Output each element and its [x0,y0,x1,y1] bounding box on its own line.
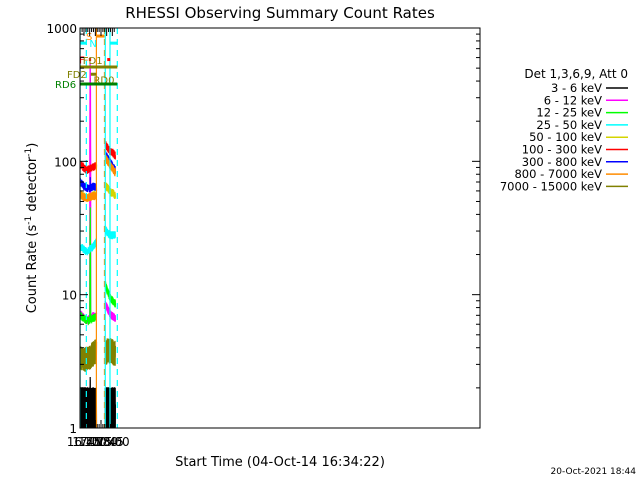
flag-label: FD1 [83,56,103,67]
flag-label: RD0 [93,76,114,87]
legend-label: 800 - 7000 keV [514,167,602,181]
x-tick-label: 17:30 [84,435,119,449]
x-tick-label: 17:45 [89,435,124,449]
y-tick-label: 1 [69,422,77,436]
series-line-7-seg0 [80,190,98,202]
flag-label: N [89,39,96,50]
flag-label: S [86,32,92,43]
series-line-5-seg0 [80,161,98,174]
flag-label: FD2 [67,70,87,81]
legend-label: 7000 - 15000 keV [500,179,602,193]
legend-label: 25 - 50 keV [536,118,602,132]
series-line-8-seg0 [80,339,98,372]
x-tick-label: 17:15 [78,435,113,449]
x-tick-label: 17:00 [72,435,107,449]
series-line-0-seg0 [80,376,98,428]
legend-label: 300 - 800 keV [522,155,602,169]
plot-timestamp: 20-Oct-2021 18:44 [551,467,637,477]
chart-title: RHESSI Observing Summary Count Rates [125,4,435,22]
y-tick-label: 100 [54,155,77,169]
x-tick-label: 16:45 [67,435,102,449]
y-axis-label: Count Rate (s-1 detector-1) [24,143,40,314]
legend-label: 50 - 100 keV [529,130,602,144]
legend-label: 6 - 12 keV [544,93,602,107]
legend-label: 3 - 6 keV [551,81,602,95]
legend-header: Det 1,3,6,9, Att 0 [524,67,628,81]
flag-label: F [79,56,85,67]
plot-frame [79,27,481,429]
series-line-2-seg0 [80,207,98,326]
series-line-3-seg0 [80,238,98,256]
y-tick-label: 10 [62,289,77,303]
y-tick-label: 1000 [46,22,77,36]
flag-label: RD6 [55,80,76,91]
legend-label: 12 - 25 keV [536,106,602,120]
x-axis-label: Start Time (04-Oct-14 16:34:22) [175,455,385,470]
series-line-6-seg0 [80,177,98,193]
legend-label: 100 - 300 keV [522,143,602,157]
x-tick-label: 18:00 [95,435,130,449]
